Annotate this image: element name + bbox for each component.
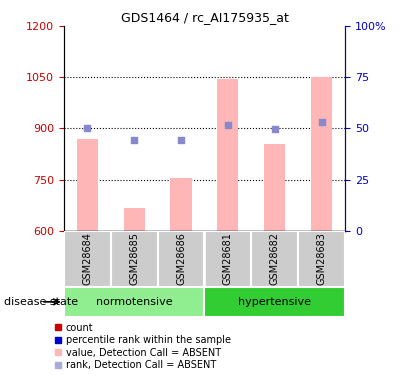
Point [272, 126, 278, 132]
Bar [298, 231, 345, 287]
Text: hypertensive: hypertensive [238, 297, 312, 307]
Bar [64, 287, 205, 317]
Bar [205, 287, 345, 317]
Text: disease state: disease state [4, 297, 78, 307]
Title: GDS1464 / rc_AI175935_at: GDS1464 / rc_AI175935_at [120, 11, 289, 24]
Text: GSM28684: GSM28684 [82, 232, 92, 285]
Point [319, 119, 325, 125]
Bar [252, 231, 298, 287]
Bar [171, 178, 192, 231]
Text: GSM28685: GSM28685 [129, 232, 139, 285]
Bar [157, 231, 205, 287]
Text: normotensive: normotensive [96, 297, 172, 307]
Bar [111, 231, 157, 287]
Bar [76, 139, 98, 231]
Text: GSM28682: GSM28682 [270, 232, 280, 285]
Text: GSM28686: GSM28686 [176, 232, 186, 285]
Bar [217, 79, 238, 231]
Point [131, 137, 137, 143]
Bar [264, 144, 285, 231]
Point [178, 137, 184, 143]
Text: GSM28683: GSM28683 [317, 232, 327, 285]
Bar [311, 77, 332, 231]
Legend: count, percentile rank within the sample, value, Detection Call = ABSENT, rank, : count, percentile rank within the sample… [54, 323, 231, 370]
Bar [64, 231, 111, 287]
Text: GSM28681: GSM28681 [223, 232, 233, 285]
Point [225, 122, 231, 128]
Bar [205, 231, 252, 287]
Point [84, 125, 90, 132]
Bar [124, 209, 145, 231]
